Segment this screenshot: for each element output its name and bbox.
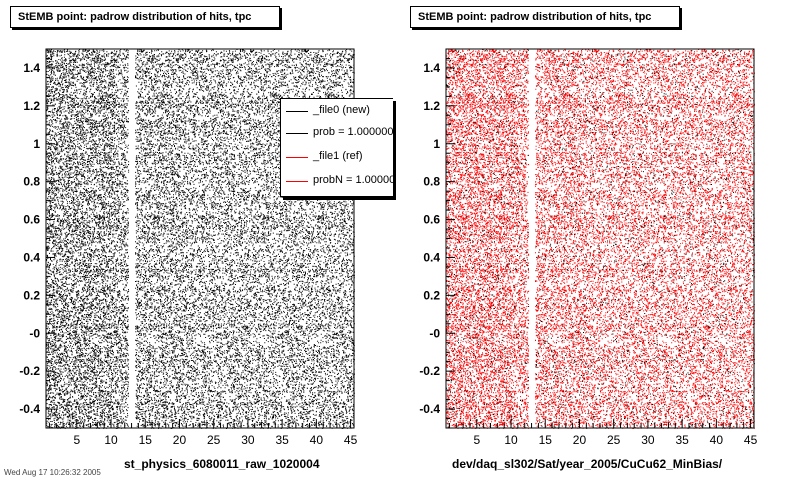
y-tick-label: -0.2 xyxy=(419,364,440,378)
y-tick-label: 1.4 xyxy=(423,61,440,75)
legend-label: probN = 1.000000 xyxy=(313,174,393,186)
y-tick-label: 0.8 xyxy=(423,175,440,189)
y-tick-label: 0.4 xyxy=(23,250,40,264)
legend-label: _file0 (new) xyxy=(313,104,370,116)
y-tick-label: 1.4 xyxy=(23,61,40,75)
x-tick-label: 20 xyxy=(573,433,587,447)
y-tick-label: -0 xyxy=(29,326,40,340)
x-tick-label: 35 xyxy=(675,433,689,447)
y-tick-label: -0 xyxy=(429,326,440,340)
x-tick-label: 15 xyxy=(539,433,553,447)
x-tick-label: 15 xyxy=(139,433,153,447)
legend-swatch xyxy=(286,133,308,134)
plot-area-left: 5 10 15 20 25 30 35 40 45 1.4 1.2 1 0.8 0.6 0.4 0.2 -0 -0… xyxy=(19,48,358,447)
legend-swatch xyxy=(286,181,308,182)
footer-timestamp: Wed Aug 17 10:26:32 2005 xyxy=(4,468,101,477)
legend-label: _file1 (ref) xyxy=(313,150,363,162)
x-tick-label: 35 xyxy=(275,433,289,447)
chart-title-left: StEMB point: padrow distribution of hits… xyxy=(10,6,280,28)
legend-entry: _file0 (new) xyxy=(281,101,393,121)
x-tick-label: 25 xyxy=(607,433,621,447)
x-tick-label: 45 xyxy=(344,433,358,447)
legend: _file0 (new) prob = 1.000000 _file1 (ref… xyxy=(280,98,393,197)
y-tick-label: -0.4 xyxy=(419,402,440,416)
x-tick-label: 5 xyxy=(473,433,480,447)
legend-entry: prob = 1.000000 xyxy=(281,123,393,143)
y-tick-label: 0.2 xyxy=(23,288,40,302)
x-tick-label: 5 xyxy=(73,433,80,447)
x-axis-label-right: dev/daq_sl302/Sat/year_2005/CuCu62_MinBi… xyxy=(452,457,723,471)
x-axis-label-left: st_physics_6080011_raw_1020004 xyxy=(124,457,320,471)
legend-entry: probN = 1.000000 xyxy=(281,171,393,191)
legend-swatch xyxy=(286,111,308,112)
x-tick-label: 10 xyxy=(504,433,518,447)
y-tick-label: 0.2 xyxy=(423,288,440,302)
y-tick-label: 0.6 xyxy=(423,213,440,227)
x-tick-label: 30 xyxy=(241,433,255,447)
hit-points-overlay xyxy=(446,49,755,429)
legend-entry: _file1 (ref) xyxy=(281,147,393,167)
legend-label: prob = 1.000000 xyxy=(313,126,393,138)
hit-points xyxy=(46,49,355,429)
x-tick-label: 30 xyxy=(641,433,655,447)
y-tick-label: 1.2 xyxy=(23,99,40,113)
x-tick-label: 40 xyxy=(710,433,724,447)
legend-swatch xyxy=(286,157,308,158)
x-tick-label: 45 xyxy=(744,433,758,447)
plot-area-right: 5 10 15 20 25 30 35 40 45 1.4 1.2 1 0.8 0.6 0.4 0.2 -0 -0… xyxy=(419,48,758,447)
x-tick-label: 25 xyxy=(207,433,221,447)
y-tick-label: 0.4 xyxy=(423,250,440,264)
y-tick-label: -0.2 xyxy=(19,364,40,378)
chart-title-right: StEMB point: padrow distribution of hits… xyxy=(410,6,680,28)
x-tick-label: 10 xyxy=(104,433,118,447)
hit-points xyxy=(446,49,755,429)
y-tick-label: 0.8 xyxy=(23,175,40,189)
y-tick-label: 1 xyxy=(433,137,440,151)
y-tick-label: 0.6 xyxy=(23,213,40,227)
x-tick-label: 20 xyxy=(173,433,187,447)
y-tick-label: 1.2 xyxy=(423,99,440,113)
y-tick-label: -0.4 xyxy=(19,402,40,416)
x-tick-label: 40 xyxy=(310,433,324,447)
y-tick-label: 1 xyxy=(33,137,40,151)
